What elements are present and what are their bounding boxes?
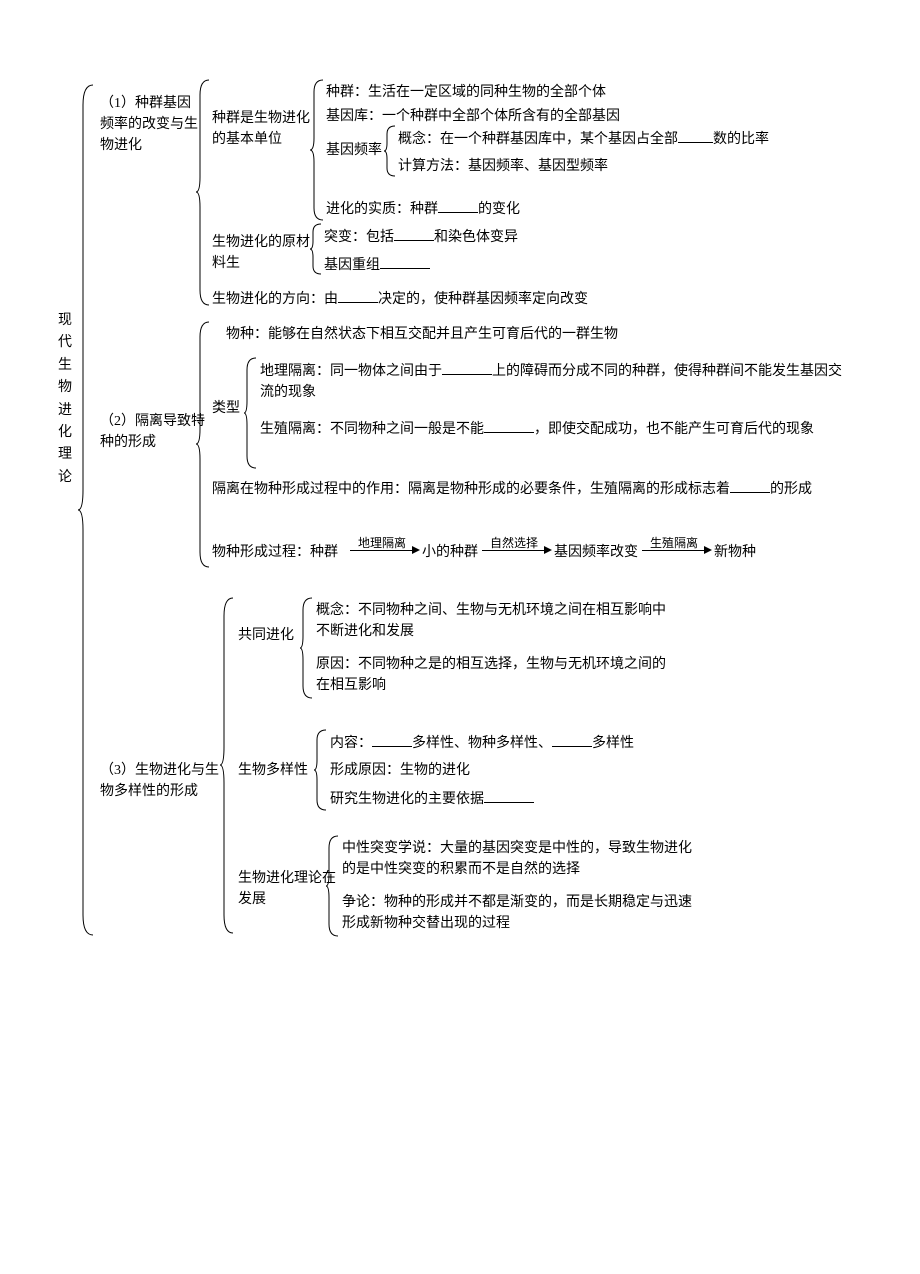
s3-theory-label: 生物进化理论在发展 xyxy=(238,868,338,910)
s2-n2: 基因频率改变 xyxy=(554,542,638,563)
s3-biodiv-basis: 研究生物进化的主要依据 xyxy=(330,788,534,810)
s2-process-label: 物种形成过程：种群 xyxy=(212,542,338,563)
s2-arrow2-label: 自然选择 xyxy=(490,534,538,551)
s2-heading: （2）隔离导致特种的形成 xyxy=(100,411,210,453)
s1-freq-concept: 概念：在一个种群基因库中，某个基因占全部数的比率 xyxy=(398,128,769,150)
s2-role: 隔离在物种形成过程中的作用：隔离是物种形成的必要条件，生殖隔离的形成标志着的形成 xyxy=(212,478,822,500)
s2-species-def: 物种：能够在自然状态下相互交配并且产生可育后代的一群生物 xyxy=(226,324,618,345)
s3-coevo-reason: 原因：不同物种之是的相互选择，生物与无机环境之间的在相互影响 xyxy=(316,654,676,696)
s3-coevo-brace xyxy=(300,598,316,698)
s2-type-label: 类型 xyxy=(212,398,240,419)
s1-mutation: 突变：包括和染色体变异 xyxy=(324,226,518,248)
s3-biodiv-reason: 形成原因：生物的进化 xyxy=(330,760,470,781)
s3-biodiv-content: 内容：多样性、物种多样性、多样性 xyxy=(330,732,634,754)
s1-recomb: 基因重组 xyxy=(324,254,430,276)
s2-type-brace xyxy=(244,358,260,468)
s2-geo: 地理隔离：同一物体之间由于上的障碍而分成不同的种群，使得种群间不能发生基因交流的… xyxy=(260,360,850,403)
s2-arrow1-label: 地理隔离 xyxy=(358,534,406,551)
s2-arrow1-head xyxy=(412,546,420,554)
s2-arrow3-label: 生殖隔离 xyxy=(650,534,698,551)
s2-arrow2 xyxy=(482,550,544,551)
s1-freq-label: 基因频率 xyxy=(326,140,382,161)
root-title: 现 代 生 物 进 化 理 论 xyxy=(58,310,76,489)
s1-popunit-label: 种群是生物进化的基本单位 xyxy=(212,108,312,150)
s2-arrow2-head xyxy=(544,546,552,554)
s2-repro: 生殖隔离：不同物种之间一般是不能，即使交配成功，也不能产生可育后代的现象 xyxy=(260,418,850,440)
s2-arrow3-head xyxy=(704,546,712,554)
s3-heading: （3）生物进化与生物多样性的形成 xyxy=(100,760,230,802)
s1-essence: 进化的实质：种群的变化 xyxy=(326,198,520,220)
s3-biodiv-brace xyxy=(314,730,330,810)
s1-heading: （1）种群基因频率的改变与生物进化 xyxy=(100,93,200,156)
s2-arrow1 xyxy=(350,550,412,551)
s1-raw-label: 生物进化的原材料生 xyxy=(212,232,312,274)
s1-direction: 生物进化的方向：由决定的，使种群基因频率定向改变 xyxy=(212,288,588,310)
s1-genepool: 基因库：一个种群中全部个体所含有的全部基因 xyxy=(326,106,620,127)
s3-coevo-label: 共同进化 xyxy=(238,625,294,646)
s2-n3: 新物种 xyxy=(714,542,756,563)
s3-brace xyxy=(220,598,238,933)
s1-freq-calc: 计算方法：基因频率、基因型频率 xyxy=(398,156,608,177)
s3-debate: 争论：物种的形成并不都是渐变的，而是长期稳定与迅速形成新物种交替出现的过程 xyxy=(342,892,702,934)
s1-pop-def: 种群：生活在一定区域的同种生物的全部个体 xyxy=(326,82,606,103)
s2-arrow3 xyxy=(642,550,704,551)
s2-n1: 小的种群 xyxy=(422,542,478,563)
s3-theory-brace xyxy=(326,836,342,936)
s3-neutral: 中性突变学说：大量的基因突变是中性的，导致生物进化的是中性突变的积累而不是自然的… xyxy=(342,838,702,880)
s3-biodiv-label: 生物多样性 xyxy=(238,760,308,781)
s1-freq-brace xyxy=(384,126,399,176)
s1-raw-brace xyxy=(310,224,325,274)
s3-coevo-concept: 概念：不同物种之间、生物与无机环境之间在相互影响中不断进化和发展 xyxy=(316,600,676,642)
root-brace xyxy=(78,85,98,935)
s2-brace xyxy=(196,322,214,567)
